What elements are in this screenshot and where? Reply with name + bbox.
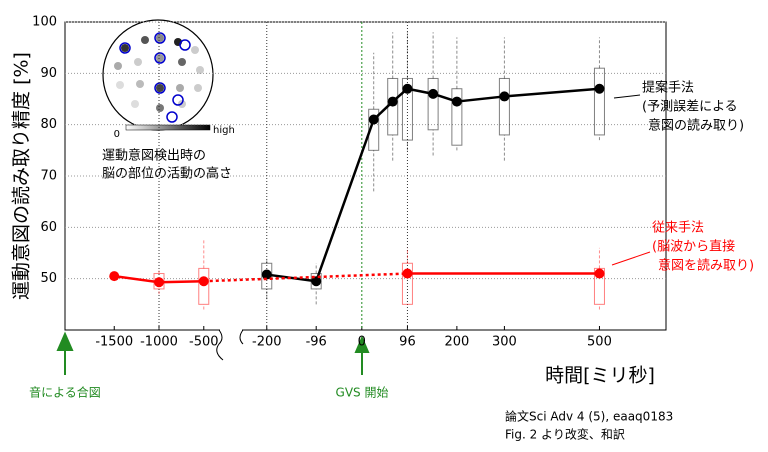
annotation: (脳波から直接 [652, 239, 735, 255]
y-tick-label: 90 [40, 66, 57, 81]
point [198, 276, 209, 287]
box [198, 267, 210, 305]
point [387, 96, 398, 107]
arrows [56, 331, 370, 375]
point [402, 268, 413, 279]
series-label: 提案手法 [642, 80, 694, 96]
point [109, 271, 120, 282]
point [402, 83, 413, 94]
x-tick-label: -96 [306, 335, 327, 350]
x-tick-label: 96 [399, 335, 416, 350]
point [594, 83, 605, 94]
axis-break [220, 327, 242, 367]
inset-caption: 運動意図検出時の [102, 148, 206, 164]
x-tick-label: 0 [358, 335, 366, 350]
inset-low: 0 [114, 129, 120, 140]
x-axis-label: 時間[ミリ秒] [545, 365, 655, 387]
box [593, 267, 605, 305]
box [387, 77, 399, 136]
x-tick-label: -500 [189, 335, 219, 350]
y-tick-label: 80 [40, 117, 57, 132]
box [593, 67, 605, 136]
x-tick-label: -1500 [95, 335, 133, 350]
annotation: 意図を読み取り) [658, 258, 754, 274]
point [451, 96, 462, 107]
point [368, 114, 379, 125]
box [401, 77, 413, 141]
inset-map [102, 19, 214, 131]
source: Fig. 2 より改変、和訳 [505, 427, 625, 442]
series-line [114, 272, 600, 284]
x-tick-label: -200 [252, 335, 282, 350]
point [311, 276, 322, 287]
x-tick-label: 200 [444, 335, 469, 350]
source: 論文Sci Adv 4 (5), eaaq0183 [505, 409, 673, 424]
y-tick-label: 100 [32, 15, 57, 30]
y-axis-label: 運動意図の読み取り精度 [%] [11, 52, 33, 300]
cue-label: 音による合図 [29, 385, 101, 400]
annotation: (予測誤差による [642, 99, 738, 115]
x-tick-label: -1000 [140, 335, 178, 350]
point [154, 277, 165, 288]
pointer [611, 251, 651, 266]
inset-caption: 脳の部位の活動の高さ [102, 166, 232, 182]
y-tick-label: 50 [40, 271, 57, 286]
series-line [266, 87, 600, 283]
y-tick-label: 70 [40, 169, 57, 184]
pointer [613, 94, 641, 99]
annotation: 意図の読み取り) [648, 118, 744, 134]
point [261, 269, 272, 280]
series-label: 従来手法 [652, 221, 704, 236]
point [428, 88, 439, 99]
point [499, 91, 510, 102]
inset-high: high [213, 125, 235, 136]
box [427, 77, 439, 131]
box [498, 77, 510, 136]
box [401, 262, 413, 305]
box [451, 88, 463, 146]
box [368, 108, 380, 151]
series-line-break [203, 272, 408, 283]
y-tick-label: 60 [40, 220, 57, 235]
x-tick-label: 500 [587, 335, 612, 350]
point [594, 268, 605, 279]
x-tick-label: 300 [492, 335, 517, 350]
axis-break [216, 329, 244, 361]
gvs-label: GVS 開始 [336, 386, 389, 400]
